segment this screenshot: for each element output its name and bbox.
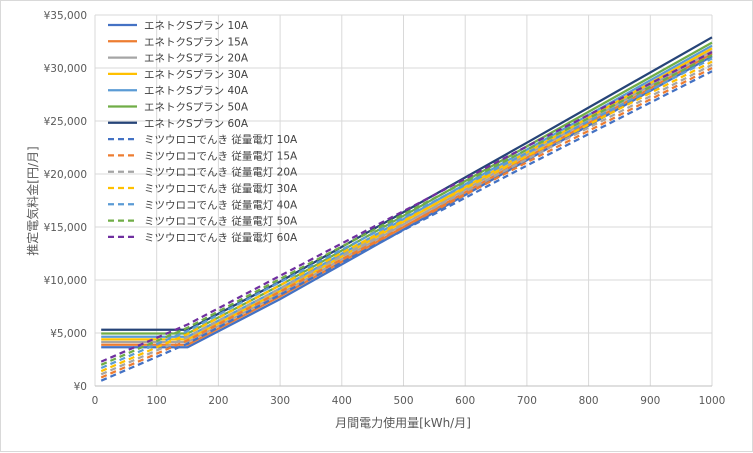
legend-label: エネトクSプラン 50A bbox=[144, 102, 249, 114]
gridlines bbox=[94, 14, 713, 387]
y-tick-label: ¥35,000 bbox=[44, 10, 87, 22]
legend-label: エネトクSプラン 60A bbox=[144, 118, 249, 130]
series-line-14 bbox=[100, 51, 713, 363]
series-line-3 bbox=[101, 50, 713, 344]
x-tick-label: 200 bbox=[208, 395, 228, 407]
x-tick-label: 800 bbox=[579, 395, 599, 407]
y-axis-title: 推定電気料金[円/月] bbox=[25, 146, 40, 255]
y-tick-label: ¥20,000 bbox=[44, 169, 87, 181]
legend-label: エネトクSプラン 40A bbox=[144, 85, 249, 97]
series-lines bbox=[100, 36, 713, 382]
legend-label: ミツウロコでんき 従量電灯 50A bbox=[144, 215, 298, 228]
y-tick-label: ¥30,000 bbox=[44, 63, 87, 75]
legend-label: ミツウロコでんき 従量電灯 40A bbox=[144, 198, 298, 211]
x-tick-label: 100 bbox=[147, 395, 167, 407]
axes: ¥0 ¥5,000 ¥10,000 ¥15,000 ¥20,000 ¥25,000 ¥30,… bbox=[44, 10, 726, 407]
x-tick-label: 900 bbox=[640, 395, 660, 407]
series-line-9 bbox=[100, 66, 713, 379]
legend-label: ミツウロコでんき 従量電灯 15A bbox=[144, 149, 298, 162]
legend-label: ミツウロコでんき 従量電灯 20A bbox=[144, 166, 298, 179]
x-tick-label: 400 bbox=[332, 395, 352, 407]
series-line-13 bbox=[100, 54, 713, 366]
y-tick-label: ¥25,000 bbox=[44, 116, 87, 128]
x-tick-label: 1000 bbox=[699, 395, 726, 407]
y-tick-label: ¥0 bbox=[74, 381, 87, 393]
series-line-6 bbox=[101, 41, 713, 335]
legend-label: エネトクSプラン 20A bbox=[144, 53, 249, 65]
x-tick-label: 300 bbox=[270, 395, 290, 407]
series-line-11 bbox=[100, 60, 713, 373]
y-tick-label: ¥5,000 bbox=[50, 328, 87, 340]
legend-label: エネトクSプラン 15A bbox=[144, 36, 249, 48]
series-line-10 bbox=[100, 63, 713, 376]
series-line-7 bbox=[101, 36, 713, 331]
legend-label: ミツウロコでんき 従量電灯 30A bbox=[144, 182, 298, 195]
series-line-2 bbox=[101, 52, 713, 346]
y-tick-label: ¥15,000 bbox=[44, 222, 87, 234]
series-line-8 bbox=[100, 70, 713, 382]
x-tick-label: 0 bbox=[92, 395, 99, 407]
x-axis-title: 月間電力使用量[kWh/月] bbox=[335, 415, 471, 430]
series-line-12 bbox=[100, 57, 713, 370]
x-tick-label: 600 bbox=[455, 395, 475, 407]
x-tick-label: 500 bbox=[393, 395, 413, 407]
legend-label: ミツウロコでんき 従量電灯 60A bbox=[144, 231, 298, 244]
y-tick-label: ¥10,000 bbox=[44, 275, 87, 287]
legend-label: エネトクSプラン 30A bbox=[144, 69, 249, 81]
x-tick-label: 700 bbox=[517, 395, 537, 407]
legend-label: ミツウロコでんき 従量電灯 10A bbox=[144, 133, 298, 146]
legend-label: エネトクSプラン 10A bbox=[144, 20, 249, 32]
legend: エネトクSプラン 10A エネトクSプラン 15A エネトクSプラン 20A エネトク… bbox=[108, 20, 298, 244]
